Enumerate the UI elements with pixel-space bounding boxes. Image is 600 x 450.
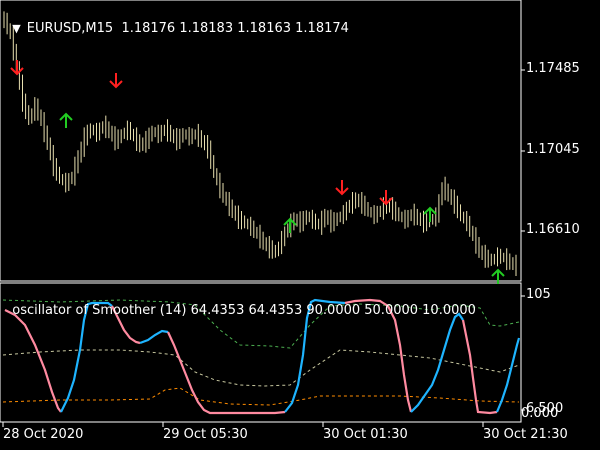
- time-label: 28 Oct 2020: [3, 427, 84, 442]
- lower-level-line: [2, 387, 520, 406]
- price-label: 1.17045: [526, 142, 580, 157]
- time-label: 29 Oct 05:30: [163, 427, 248, 442]
- sell-arrow-icon: [335, 180, 349, 196]
- middle-level-line: [2, 349, 520, 387]
- time-label: 30 Oct 01:30: [323, 427, 408, 442]
- oscillator-line-rising: [60, 301, 113, 413]
- buy-arrow-icon: [491, 268, 505, 284]
- oscillator-line-rising: [284, 298, 346, 413]
- buy-arrow-icon: [59, 112, 73, 128]
- price-label: 1.16610: [526, 222, 580, 237]
- oscillator-line-rising: [139, 329, 169, 345]
- chart-header: ▼ EURUSD,M15 1.18176 1.18183 1.18163 1.18…: [4, 6, 349, 36]
- signal-arrows: [10, 60, 505, 284]
- oscillator-line-falling: [461, 319, 498, 415]
- price-axis-ticks: [521, 69, 525, 411]
- main-pane-border: [0, 0, 522, 282]
- oscillator-level-label: 6.500: [526, 401, 564, 416]
- open-price: 1.18176: [121, 21, 176, 36]
- price-bars: [3, 11, 517, 276]
- close-price: 1.18174: [295, 21, 349, 36]
- oscillator-line-falling: [111, 305, 141, 345]
- oscillator-line-falling: [167, 331, 286, 415]
- time-axis-ticks: [2, 422, 484, 427]
- time-label: 30 Oct 21:30: [483, 427, 568, 442]
- sell-arrow-icon: [10, 60, 24, 76]
- buy-arrow-icon: [283, 217, 297, 233]
- oscillator-max-label: 105: [526, 287, 551, 302]
- oscillator-line-falling: [4, 309, 62, 413]
- high-price: 1.18183: [179, 21, 234, 36]
- oscillator-line-rising: [410, 312, 464, 413]
- oscillator-min-label: 0.000: [521, 406, 559, 421]
- sell-arrow-icon: [109, 73, 123, 89]
- low-price: 1.18163: [237, 21, 292, 36]
- dropdown-triangle-icon[interactable]: ▼: [12, 22, 21, 35]
- upper-level-line: [2, 299, 520, 349]
- oscillator-values: 64.4353 64.4353 90.0000 50.0000 10.0000: [190, 303, 476, 318]
- symbol-label: EURUSD,M15: [26, 21, 114, 36]
- oscillator-line-falling: [344, 298, 413, 413]
- oscillator-header: oscillator of Smoother (14) 64.4353 64.4…: [4, 288, 476, 318]
- price-label: 1.17485: [526, 61, 580, 76]
- sell-arrow-icon: [379, 190, 393, 206]
- buy-arrow-icon: [423, 206, 437, 222]
- oscillator-name: oscillator of Smoother (14): [12, 303, 187, 318]
- oscillator-line-rising: [495, 337, 521, 413]
